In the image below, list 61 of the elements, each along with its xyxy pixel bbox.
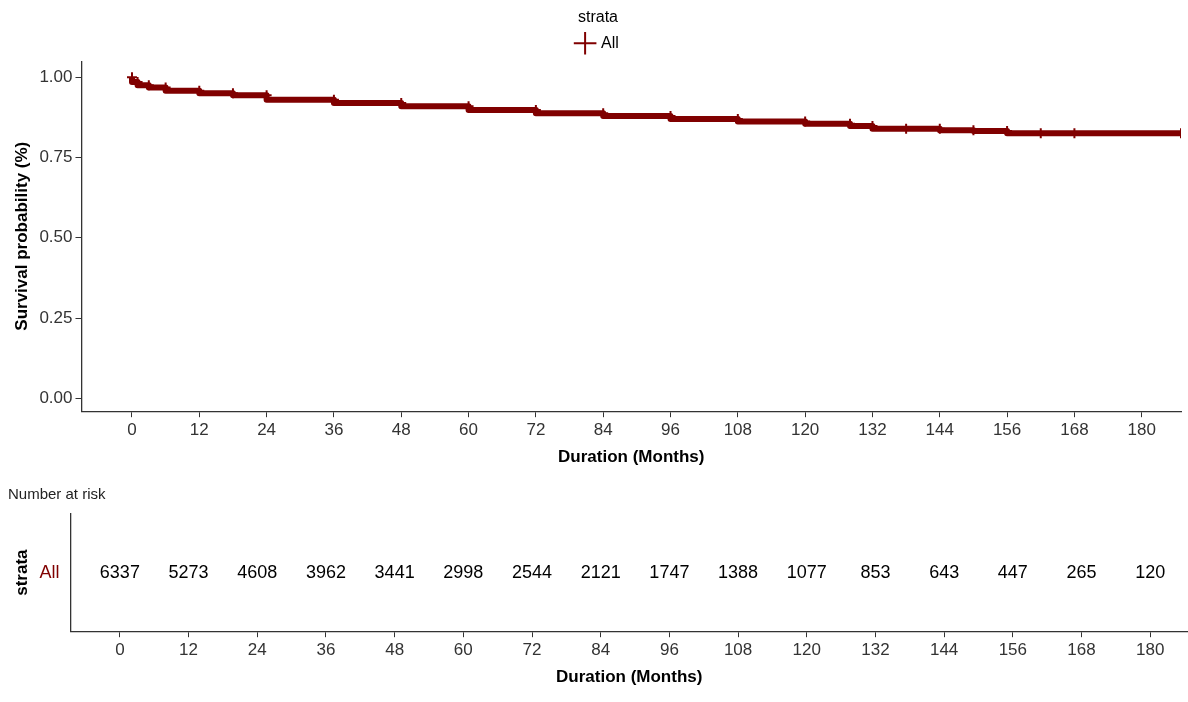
data-label: 265 <box>1066 561 1097 582</box>
y-axis-title: Survival probability (%) <box>11 141 31 331</box>
data-label: 643 <box>929 561 960 582</box>
data-label: 4608 <box>237 561 278 582</box>
data-label: 120 <box>1135 561 1166 582</box>
x-tick-label: 120 <box>790 420 820 440</box>
x-tick-label: 0 <box>127 420 137 440</box>
x-tick-label: 12 <box>179 640 199 660</box>
x-tick-label: 108 <box>723 640 753 660</box>
y-tick-label: 0.75 <box>39 147 73 167</box>
data-label: 853 <box>860 561 891 582</box>
x-tick-label: 168 <box>1060 420 1089 440</box>
x-tick-label: 60 <box>459 420 479 440</box>
x-tick-label: 156 <box>998 640 1028 660</box>
y-tick-label: 0.25 <box>39 307 73 327</box>
data-label: 1747 <box>649 561 690 582</box>
x-tick-label: 72 <box>526 420 546 440</box>
data-label: 3962 <box>305 561 346 582</box>
y-tick-label: 0.50 <box>39 227 73 247</box>
data-label: 2998 <box>443 561 484 582</box>
y-tick-label: 1.00 <box>39 66 73 86</box>
x-tick-label: 180 <box>1127 420 1156 440</box>
data-label: 3441 <box>374 561 415 582</box>
data-label: 2544 <box>511 561 553 582</box>
x-tick-label: 36 <box>316 640 336 660</box>
x-tick-label: 60 <box>453 640 473 660</box>
data-label: 5273 <box>168 561 209 582</box>
x-tick-label: 168 <box>1067 640 1096 660</box>
x-tick-label: 144 <box>925 420 954 440</box>
x-tick-label: 24 <box>257 420 277 440</box>
x-tick-label: 72 <box>522 640 542 660</box>
x-tick-label: 96 <box>661 420 680 440</box>
x-tick-label: 96 <box>659 640 679 660</box>
data-label: 2121 <box>580 561 621 582</box>
x-tick-label: 180 <box>1136 640 1165 660</box>
x-tick-label: 84 <box>591 640 611 660</box>
y-axis-title: strata <box>11 548 31 596</box>
x-tick-label: 132 <box>861 640 890 660</box>
data-label: 1388 <box>718 561 759 582</box>
legend-label: All <box>601 33 619 51</box>
x-tick-label: 120 <box>792 640 821 660</box>
data-label: 6337 <box>99 561 140 582</box>
x-tick-label: 144 <box>929 640 959 660</box>
x-tick-label: 12 <box>189 420 209 440</box>
x-axis-title: Duration (Months) <box>556 667 703 687</box>
x-axis-title: Duration (Months) <box>558 447 705 467</box>
y-tick-label: 0.00 <box>39 388 73 408</box>
data-label: 447 <box>997 561 1028 582</box>
x-tick-label: 0 <box>115 640 125 660</box>
x-tick-label: 36 <box>324 420 344 440</box>
x-tick-label: 24 <box>247 640 267 660</box>
x-tick-label: 108 <box>723 420 753 440</box>
x-tick-label: 132 <box>858 420 887 440</box>
data-label: 1077 <box>786 561 827 582</box>
x-tick-label: 156 <box>992 420 1022 440</box>
y-tick-label: All <box>39 561 60 582</box>
x-tick-label: 48 <box>391 420 411 440</box>
legend-title: strata <box>577 8 619 26</box>
x-tick-label: 84 <box>593 420 613 440</box>
x-tick-label: 48 <box>385 640 405 660</box>
chart-title: Number at risk <box>8 485 107 503</box>
